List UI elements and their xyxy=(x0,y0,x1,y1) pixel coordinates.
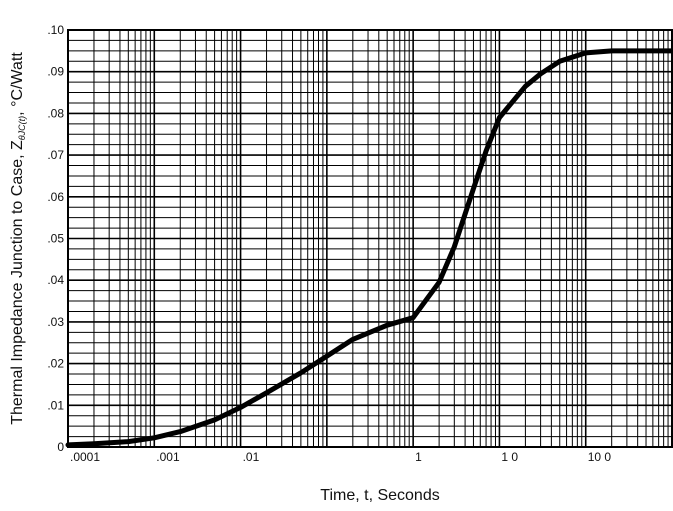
x-tick-label: .0001 xyxy=(70,450,100,464)
x-tick-label: .001 xyxy=(156,450,180,464)
x-axis-title: Time, t, Seconds xyxy=(320,487,439,504)
x-tick-label: 10 0 xyxy=(588,450,612,464)
y-tick-label: .03 xyxy=(47,315,64,329)
y-tick-label: .09 xyxy=(47,65,64,79)
impedance-curve xyxy=(65,48,673,448)
y-axis-title-main: Thermal Impedance Junction to Case, Z xyxy=(9,140,26,425)
y-tick-label: .05 xyxy=(47,232,64,246)
y-tick-label: .01 xyxy=(47,398,64,412)
grid xyxy=(67,29,672,448)
x-tick-label: .01 xyxy=(243,450,260,464)
y-tick-label: .04 xyxy=(47,273,64,287)
y-axis-title: Thermal Impedance Junction to Case, ZθJC… xyxy=(9,52,27,425)
tick-labels: 0 .01 .02 .03 .04 .05 .06 .07 .08 .09 .10 .0001 .001… xyxy=(47,23,612,464)
y-tick-label: 0 xyxy=(57,440,64,454)
y-tick-label: .08 xyxy=(47,106,64,120)
plot-frame xyxy=(67,29,673,448)
y-tick-label: .02 xyxy=(47,357,64,371)
y-axis-title-unit: , °C/Watt xyxy=(9,52,26,116)
y-tick-label: .06 xyxy=(47,190,64,204)
y-axis-title-subscript: θJC(t) xyxy=(17,116,27,140)
x-tick-label: 1 0 xyxy=(501,450,518,464)
y-tick-label: .07 xyxy=(47,148,64,162)
y-tick-label: .10 xyxy=(47,23,64,37)
x-tick-label: 1 xyxy=(415,450,422,464)
